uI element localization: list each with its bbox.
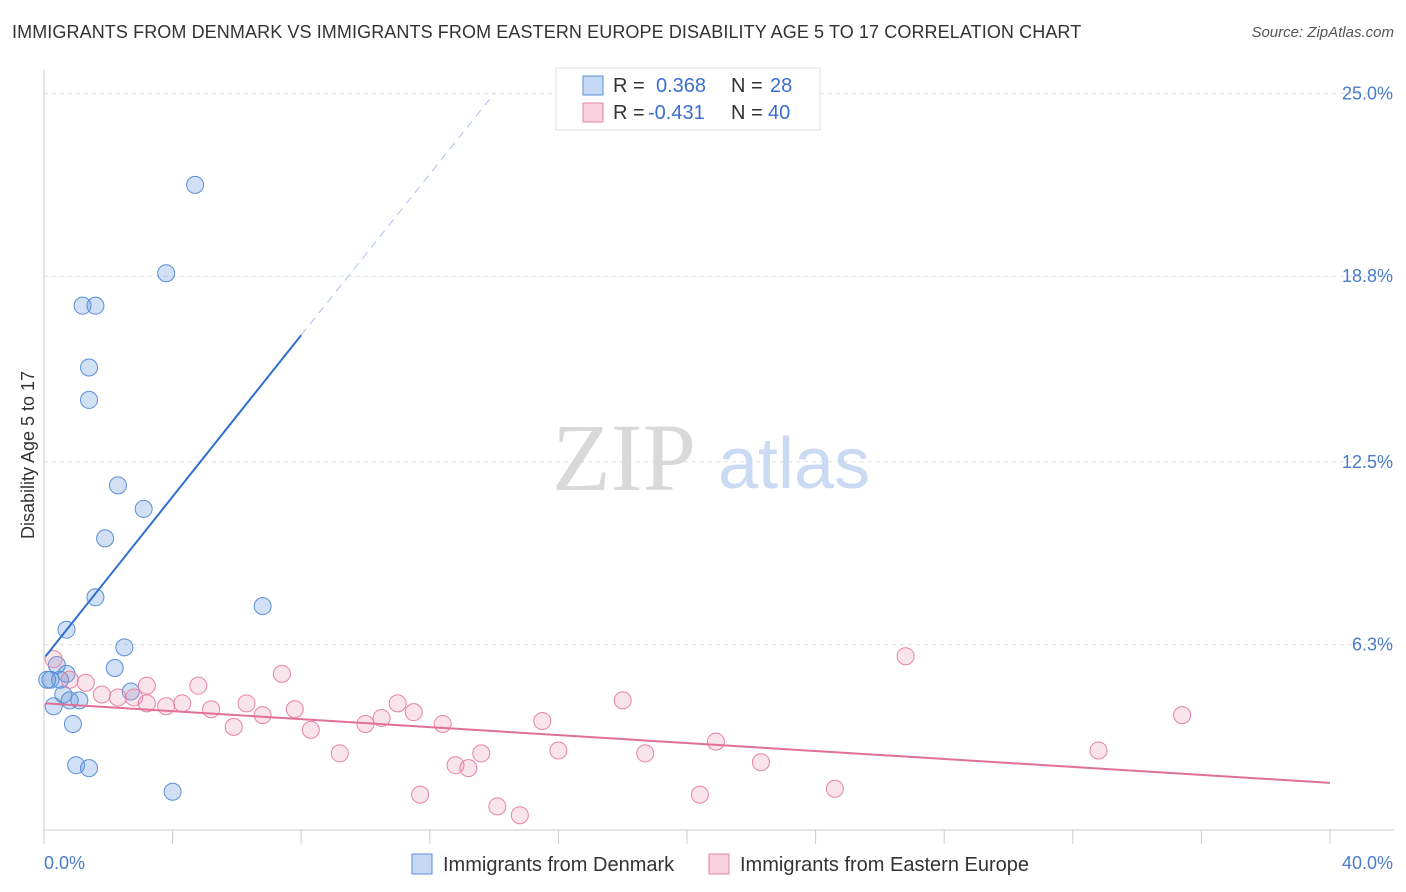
point-eastern-europe <box>404 703 423 722</box>
legend-swatch-denmark <box>411 853 433 875</box>
point-denmark <box>63 714 82 733</box>
point-eastern-europe <box>285 700 304 719</box>
stats-r-label-eastern-europe: R = <box>613 102 645 124</box>
point-eastern-europe <box>549 741 568 760</box>
point-eastern-europe <box>372 709 391 728</box>
stats-n-label-eastern-europe: N = <box>731 102 763 124</box>
point-denmark <box>80 759 99 778</box>
legend-label-denmark: Immigrants from Denmark <box>443 854 675 876</box>
stats-swatch-denmark <box>582 75 604 96</box>
point-denmark <box>134 499 153 518</box>
point-eastern-europe <box>272 664 291 683</box>
point-eastern-europe <box>433 714 452 733</box>
point-eastern-europe <box>690 785 709 804</box>
point-eastern-europe <box>1173 706 1192 725</box>
point-denmark <box>157 264 176 283</box>
y-tick-label: 6.3% <box>1352 634 1393 654</box>
tick-labels: 6.3% 12.5% 18.8% 25.0% 0.0% 40.0% <box>44 84 1393 873</box>
point-eastern-europe <box>613 691 632 710</box>
point-eastern-europe <box>411 785 430 804</box>
grid-lines <box>44 93 1394 645</box>
stats-n-value-eastern-europe: 40 <box>768 102 790 124</box>
point-eastern-europe <box>92 685 111 704</box>
x-tick-label-min: 0.0% <box>44 853 85 873</box>
point-eastern-europe <box>510 806 529 825</box>
stats-r-value-denmark: 0.368 <box>656 75 706 97</box>
point-eastern-europe <box>237 694 256 713</box>
watermark-zip: ZIP <box>552 404 696 511</box>
point-denmark <box>44 697 63 716</box>
stats-legend: R = 0.368 N = 28 R = -0.431 N = 40 <box>555 67 821 131</box>
series-legend: Immigrants from Denmark Immigrants from … <box>411 853 1029 876</box>
legend-swatch-eastern-europe <box>708 853 730 875</box>
point-eastern-europe <box>301 720 320 739</box>
trend-lines <box>44 93 1331 784</box>
y-axis-title: Disability Age 5 to 17 <box>18 371 38 539</box>
point-denmark <box>86 296 105 315</box>
stats-swatch-eastern-europe <box>582 102 604 123</box>
stats-r-label-denmark: R = <box>613 75 645 97</box>
point-eastern-europe <box>533 712 552 731</box>
point-eastern-europe <box>44 650 63 669</box>
point-eastern-europe <box>202 700 221 719</box>
point-eastern-europe <box>224 717 243 736</box>
y-tick-label: 25.0% <box>1342 84 1393 104</box>
point-denmark <box>115 638 134 657</box>
point-eastern-europe <box>472 744 491 763</box>
point-denmark <box>186 175 205 194</box>
stats-n-value-denmark: 28 <box>770 75 792 97</box>
point-eastern-europe <box>896 647 915 666</box>
legend-label-eastern-europe: Immigrants from Eastern Europe <box>740 854 1029 876</box>
point-denmark <box>80 358 99 377</box>
point-eastern-europe <box>706 732 725 751</box>
source-note: Source: ZipAtlas.com <box>1251 24 1394 41</box>
point-denmark <box>163 782 182 801</box>
point-eastern-europe <box>636 744 655 763</box>
point-denmark <box>96 529 115 548</box>
watermark-atlas: atlas <box>718 424 870 504</box>
chart-title: IMMIGRANTS FROM DENMARK VS IMMIGRANTS FR… <box>12 22 1082 42</box>
y-tick-label: 12.5% <box>1342 452 1393 472</box>
point-eastern-europe <box>488 797 507 816</box>
point-denmark <box>86 588 105 607</box>
y-tick-label: 18.8% <box>1342 266 1393 286</box>
point-denmark <box>51 670 70 689</box>
data-points <box>38 175 1192 825</box>
axes <box>43 70 1394 844</box>
point-eastern-europe <box>330 744 349 763</box>
point-eastern-europe <box>108 688 127 707</box>
point-eastern-europe <box>253 706 272 725</box>
stats-r-value-eastern-europe: -0.431 <box>648 102 705 124</box>
point-eastern-europe <box>137 694 156 713</box>
point-eastern-europe <box>173 694 192 713</box>
point-denmark <box>73 296 92 315</box>
stats-n-label-denmark: N = <box>731 75 763 97</box>
point-eastern-europe <box>189 676 208 695</box>
point-denmark <box>38 670 57 689</box>
trend-line-eastern-europe <box>45 702 1331 784</box>
point-eastern-europe <box>60 670 79 689</box>
point-denmark <box>253 597 272 616</box>
watermark: ZIP atlas <box>552 404 870 511</box>
point-eastern-europe <box>157 697 176 716</box>
point-eastern-europe <box>388 694 407 713</box>
point-eastern-europe <box>751 753 770 772</box>
point-eastern-europe <box>137 676 156 695</box>
trend-line-denmark-extension <box>300 93 495 336</box>
point-eastern-europe <box>76 673 95 692</box>
point-eastern-europe <box>459 759 478 778</box>
point-eastern-europe <box>1089 741 1108 760</box>
trend-line-denmark <box>44 334 302 657</box>
point-denmark <box>108 476 127 495</box>
point-denmark <box>80 390 99 409</box>
point-denmark <box>105 658 124 677</box>
x-tick-label-max: 40.0% <box>1342 853 1393 873</box>
point-eastern-europe <box>825 779 844 798</box>
